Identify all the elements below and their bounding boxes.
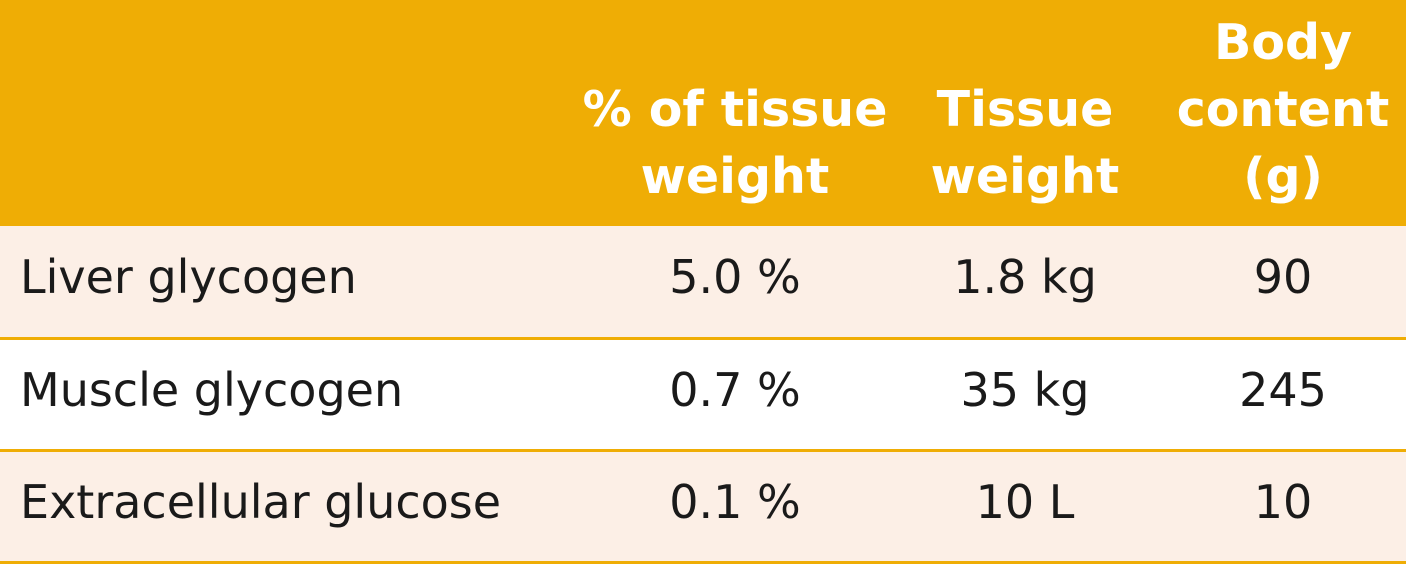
table-header: % of tissue weight Tissue weight Body co… [0,0,1406,226]
header-percent-of-tissue-weight: % of tissue weight [582,81,888,205]
row-label: Extracellular glucose [20,475,502,529]
header-row: % of tissue weight Tissue weight Body co… [0,0,1406,226]
cell-body-content: 10 [1253,475,1313,529]
header-empty [0,0,580,226]
cell-percent: 5.0 % [669,250,801,305]
cell-body-content: 245 [1239,363,1327,417]
cell-percent: 0.7 % [669,363,801,417]
row-label: Liver glycogen [20,250,357,305]
table-row: Extracellular glucose 0.1 % 10 L 10 [0,450,1406,562]
row-label: Muscle glycogen [20,363,404,417]
table-row: Liver glycogen 5.0 % 1.8 kg 90 [0,226,1406,338]
cell-percent: 0.1 % [669,475,801,529]
header-body-content: Body content (g) [1176,14,1390,205]
cell-tissue-weight: 1.8 kg [953,250,1097,305]
cell-tissue-weight: 35 kg [960,363,1090,417]
cell-tissue-weight: 10 L [975,475,1075,529]
header-tissue-weight: Tissue weight [930,81,1120,205]
table-row: Muscle glycogen 0.7 % 35 kg 245 [0,338,1406,450]
cell-body-content: 90 [1253,250,1313,305]
table-body: Liver glycogen 5.0 % 1.8 kg 90 Muscle gl… [0,226,1406,562]
